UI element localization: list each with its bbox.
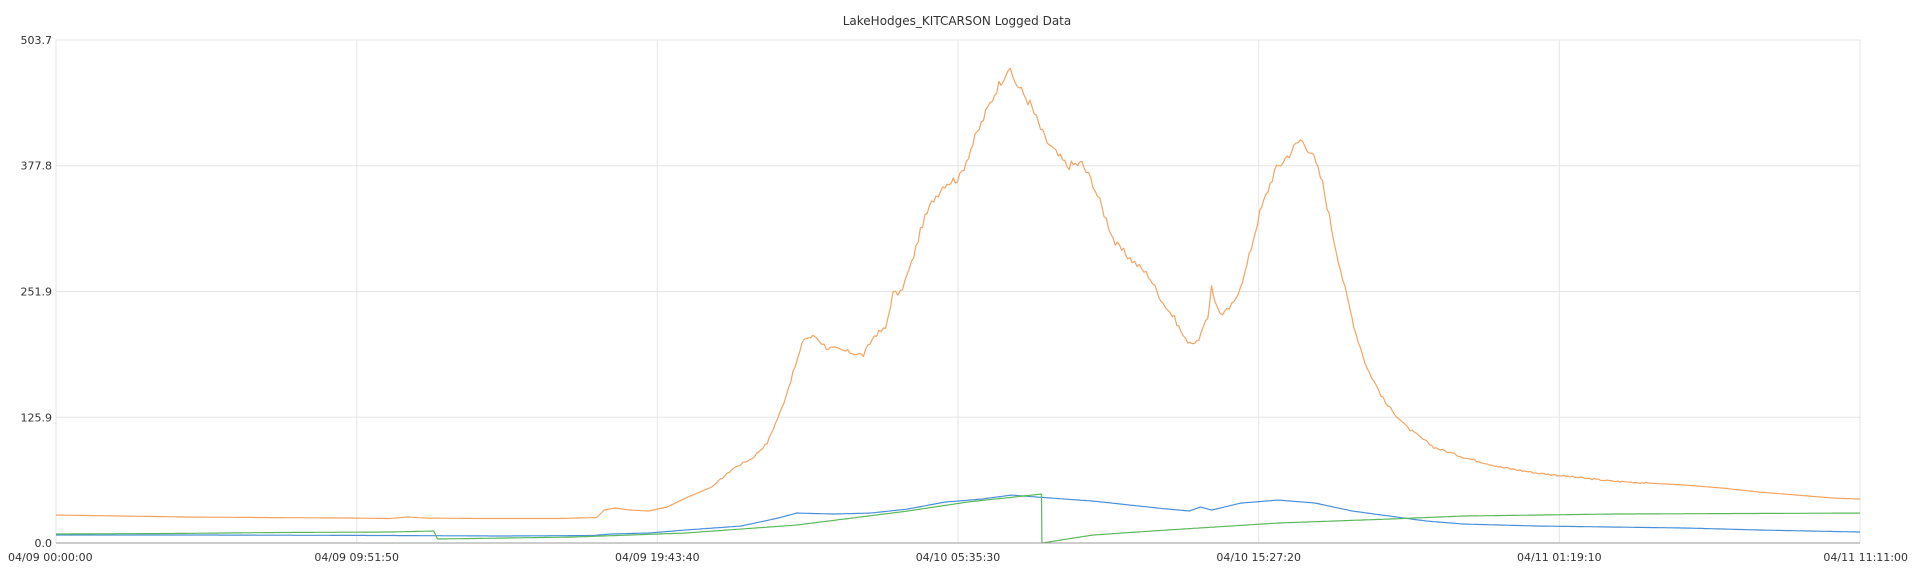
y-axis-ticks: 0.0 125.9 251.9 377.8 503.7 xyxy=(21,34,53,550)
y-tick-label: 251.9 xyxy=(21,285,53,298)
grid-lines xyxy=(55,39,1861,543)
x-tick-label: 04/09 00:00:00 xyxy=(8,551,93,564)
x-tick-label: 04/10 15:27:20 xyxy=(1216,551,1301,564)
series-lines xyxy=(55,67,1861,544)
x-tick-label: 04/09 09:51:50 xyxy=(314,551,399,564)
y-tick-label: 125.9 xyxy=(21,411,53,424)
x-tick-label: 04/10 05:35:30 xyxy=(916,551,1001,564)
chart-title: LakeHodges_KITCARSON Logged Data xyxy=(843,14,1072,28)
x-tick-label: 04/11 11:11:00 xyxy=(1823,551,1908,564)
y-tick-label: 503.7 xyxy=(21,34,53,47)
y-tick-label: 377.8 xyxy=(21,160,53,173)
y-tick-label: 0.0 xyxy=(35,537,53,550)
series-line-2 xyxy=(56,494,1860,537)
x-tick-label: 04/09 19:43:40 xyxy=(615,551,700,564)
series-line-3 xyxy=(56,493,1861,544)
x-axis-ticks: 04/09 00:00:00 04/09 09:51:50 04/09 19:43:… xyxy=(8,551,1908,564)
x-tick-label: 04/11 01:19:10 xyxy=(1517,551,1602,564)
series-line-1 xyxy=(55,67,1861,520)
